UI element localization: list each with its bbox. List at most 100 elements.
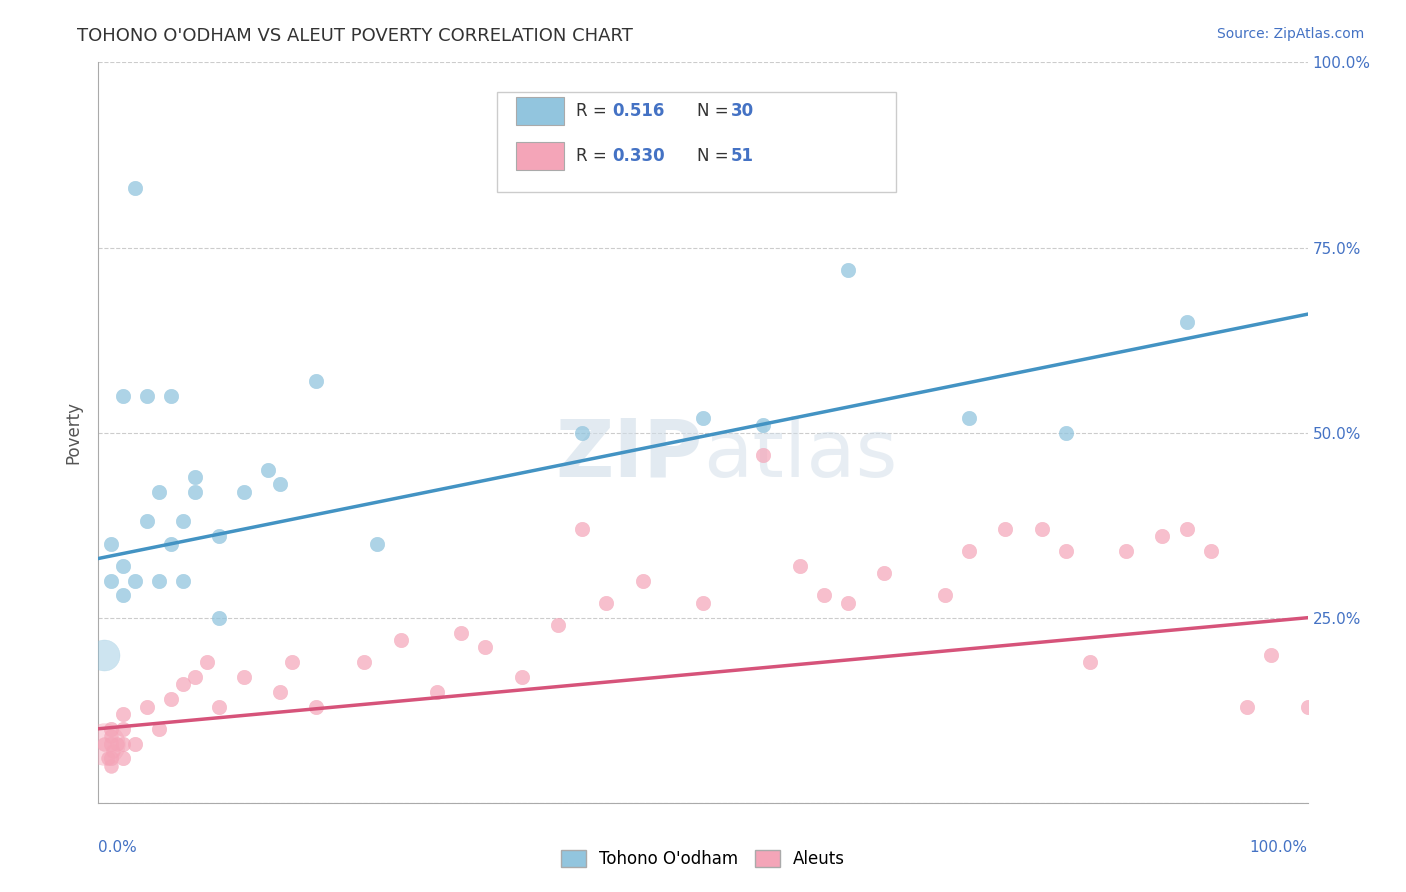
FancyBboxPatch shape xyxy=(498,92,897,192)
Point xyxy=(100,751,122,765)
Point xyxy=(135,515,157,529)
Point xyxy=(305,699,328,714)
Point xyxy=(195,655,218,669)
Text: 0.516: 0.516 xyxy=(613,103,665,120)
Point xyxy=(172,574,194,588)
Point xyxy=(93,737,115,751)
Point xyxy=(148,574,170,588)
Point xyxy=(631,574,654,588)
Text: 100.0%: 100.0% xyxy=(1250,840,1308,855)
Point xyxy=(111,388,134,402)
Point xyxy=(256,462,278,476)
Point xyxy=(837,596,859,610)
Point xyxy=(100,574,122,588)
Point xyxy=(111,706,134,721)
Point xyxy=(389,632,412,647)
Point xyxy=(1115,544,1137,558)
Point xyxy=(135,388,157,402)
Point xyxy=(571,425,593,440)
Point xyxy=(105,737,128,751)
Point xyxy=(160,388,183,402)
Point xyxy=(595,596,617,610)
Point xyxy=(692,410,714,425)
Point xyxy=(1078,655,1101,669)
Text: R =: R = xyxy=(576,103,612,120)
Text: 30: 30 xyxy=(731,103,754,120)
Point xyxy=(93,648,115,662)
Point xyxy=(124,737,146,751)
Text: 0.330: 0.330 xyxy=(613,146,665,165)
Text: ZIP: ZIP xyxy=(555,416,703,494)
Point xyxy=(208,610,231,624)
Point xyxy=(100,729,122,743)
Point xyxy=(232,670,254,684)
Point xyxy=(100,722,122,736)
Point xyxy=(837,262,859,277)
Point xyxy=(184,470,207,484)
Point xyxy=(232,484,254,499)
Point xyxy=(789,558,811,573)
Point xyxy=(1175,522,1198,536)
Point xyxy=(208,529,231,543)
Point xyxy=(269,685,291,699)
Point xyxy=(366,536,388,550)
Point xyxy=(111,558,134,573)
Point xyxy=(957,410,980,425)
Text: R =: R = xyxy=(576,146,612,165)
Point xyxy=(934,589,956,603)
Point xyxy=(148,722,170,736)
Point xyxy=(353,655,375,669)
Text: N =: N = xyxy=(697,146,734,165)
Point xyxy=(305,374,328,388)
Point xyxy=(269,477,291,491)
Text: 51: 51 xyxy=(731,146,754,165)
Legend: Tohono O'odham, Aleuts: Tohono O'odham, Aleuts xyxy=(554,843,852,875)
Text: N =: N = xyxy=(697,103,734,120)
Point xyxy=(426,685,449,699)
FancyBboxPatch shape xyxy=(516,142,564,169)
Point xyxy=(101,744,124,758)
Point xyxy=(474,640,496,655)
Point xyxy=(1236,699,1258,714)
Point xyxy=(1296,699,1319,714)
Point xyxy=(692,596,714,610)
Point xyxy=(100,536,122,550)
Point xyxy=(184,484,207,499)
Point xyxy=(124,181,146,195)
Point xyxy=(547,618,569,632)
Point xyxy=(752,418,775,433)
Point xyxy=(957,544,980,558)
Text: TOHONO O'ODHAM VS ALEUT POVERTY CORRELATION CHART: TOHONO O'ODHAM VS ALEUT POVERTY CORRELAT… xyxy=(77,27,633,45)
Point xyxy=(148,484,170,499)
Point xyxy=(208,699,231,714)
Point xyxy=(873,566,896,581)
Y-axis label: Poverty: Poverty xyxy=(65,401,83,464)
Point xyxy=(160,692,183,706)
Point xyxy=(124,574,146,588)
Point xyxy=(752,448,775,462)
Point xyxy=(1054,544,1077,558)
Point xyxy=(184,670,207,684)
Text: Source: ZipAtlas.com: Source: ZipAtlas.com xyxy=(1216,27,1364,41)
Point xyxy=(571,522,593,536)
Point xyxy=(97,751,120,765)
Point xyxy=(994,522,1017,536)
Point xyxy=(111,589,134,603)
Point xyxy=(93,737,115,751)
Text: 0.0%: 0.0% xyxy=(98,840,138,855)
Point xyxy=(100,737,122,751)
Point xyxy=(510,670,533,684)
Point xyxy=(160,536,183,550)
Point xyxy=(100,758,122,772)
Point xyxy=(1152,529,1174,543)
Point xyxy=(111,722,134,736)
Text: atlas: atlas xyxy=(703,416,897,494)
Point xyxy=(1175,314,1198,328)
Point xyxy=(135,699,157,714)
Point xyxy=(172,677,194,691)
Point xyxy=(111,737,134,751)
Point xyxy=(1031,522,1053,536)
Point xyxy=(1260,648,1282,662)
Point xyxy=(111,751,134,765)
FancyBboxPatch shape xyxy=(516,97,564,126)
